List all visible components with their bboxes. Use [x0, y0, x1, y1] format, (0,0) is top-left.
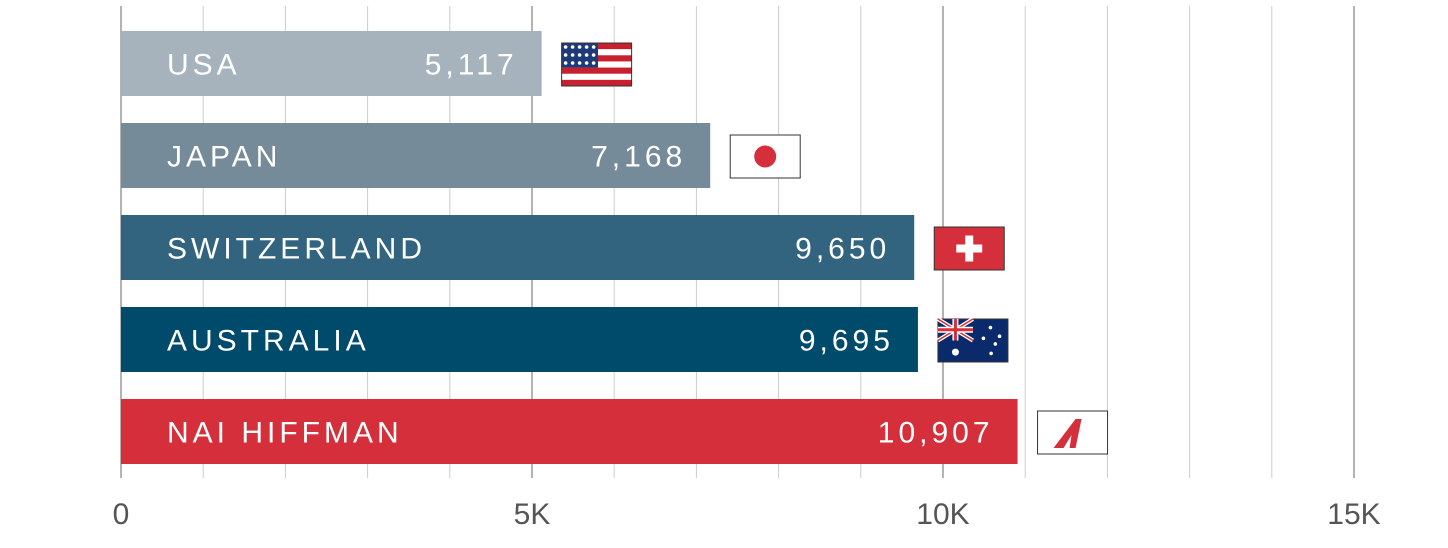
value-label: 7,168: [591, 141, 686, 174]
category-label: AUSTRALIA: [167, 325, 370, 358]
australia-flag-icon: [936, 317, 1009, 363]
bar: [121, 307, 918, 372]
usa-flag-icon: [561, 42, 633, 87]
bar: [121, 31, 542, 96]
bar: [121, 215, 915, 280]
value-label: 10,907: [878, 417, 994, 450]
category-label: JAPAN: [167, 141, 281, 174]
nai-hiffman-logo-icon: [1037, 410, 1109, 455]
bar: [121, 123, 711, 188]
value-label: 5,117: [425, 49, 518, 82]
x-tick-label: 15K: [1327, 498, 1380, 531]
category-label: SWITZERLAND: [167, 233, 426, 266]
flags: [561, 42, 1109, 455]
value-label: 9,650: [795, 233, 890, 266]
category-label: USA: [167, 49, 241, 82]
x-axis-ticks: 0 5K 10K 15K: [113, 498, 1381, 531]
x-tick-label: 0: [113, 498, 130, 531]
x-tick-label: 5K: [514, 498, 551, 531]
x-tick-label: 10K: [916, 498, 969, 531]
category-label: NAI HIFFMAN: [167, 417, 403, 450]
bar: [121, 399, 1018, 464]
bars: USA 5,117 JAPAN 7,168 SWITZERLAND 9,650 AUSTRA…: [121, 31, 1018, 464]
japan-flag-icon: [729, 134, 801, 179]
switzerland-flag-icon: [933, 226, 1005, 271]
value-label: 9,695: [799, 325, 894, 358]
